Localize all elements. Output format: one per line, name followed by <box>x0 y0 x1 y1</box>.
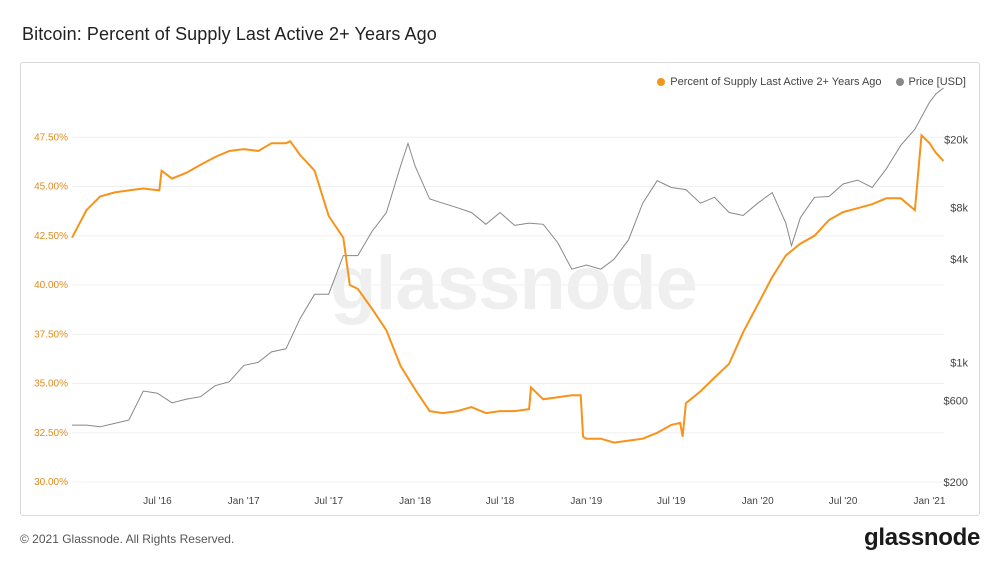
left-tick-label: 35.00% <box>34 379 68 390</box>
x-axis-ticks: Jul '16 Jan '17 Jul '17 Jan '18 Jul '18 Jan '… <box>143 496 946 507</box>
right-tick-label: $20k <box>944 135 968 147</box>
x-tick-label: Jan '19 <box>570 496 602 507</box>
right-tick-label: $600 <box>944 395 968 407</box>
grid <box>72 136 944 483</box>
legend-item-price[interactable]: Price [USD] <box>895 76 966 88</box>
legend-label-supply: Percent of Supply Last Active 2+ Years A… <box>670 76 882 88</box>
left-tick-label: 32.50% <box>34 428 68 439</box>
legend-label-price: Price [USD] <box>908 76 966 88</box>
x-tick-label: Jul '16 <box>143 496 172 507</box>
right-tick-label: $200 <box>944 477 968 489</box>
right-tick-label: $1k <box>950 357 968 369</box>
x-tick-label: Jan '18 <box>399 496 431 507</box>
x-tick-label: Jan '20 <box>742 496 774 507</box>
left-tick-label: 40.00% <box>34 280 68 291</box>
legend-dot-price <box>895 78 904 86</box>
series-line-supply <box>71 133 945 444</box>
brand-logo: glassnode <box>864 524 980 551</box>
legend-dot-supply <box>657 78 666 86</box>
right-tick-label: $4k <box>950 254 968 266</box>
left-tick-label: 42.50% <box>34 231 68 242</box>
left-axis-ticks: 30.00% 32.50% 35.00% 37.50% 40.00% 42.50% 45.0… <box>34 132 68 488</box>
left-tick-label: 30.00% <box>34 477 68 488</box>
left-tick-label: 37.50% <box>34 329 68 340</box>
x-tick-label: Jan '21 <box>913 496 945 507</box>
x-tick-label: Jul '18 <box>486 496 515 507</box>
chart-title: Bitcoin: Percent of Supply Last Active 2… <box>22 24 437 44</box>
x-tick-label: Jul '17 <box>314 496 343 507</box>
x-tick-label: Jul '19 <box>657 496 686 507</box>
legend-item-supply[interactable]: Percent of Supply Last Active 2+ Years A… <box>657 76 882 88</box>
left-tick-label: 47.50% <box>34 132 68 143</box>
chart-frame <box>20 62 980 516</box>
left-tick-label: 45.00% <box>34 182 68 193</box>
x-tick-label: Jul '20 <box>829 496 858 507</box>
legend: Percent of Supply Last Active 2+ Years A… <box>657 76 966 88</box>
right-tick-label: $8k <box>950 203 968 215</box>
right-axis-ticks: $200 $600 $1k $4k $8k $20k <box>944 135 969 489</box>
series-line-price <box>72 87 944 428</box>
x-tick-label: Jan '17 <box>228 496 260 507</box>
copyright: © 2021 Glassnode. All Rights Reserved. <box>20 532 235 546</box>
